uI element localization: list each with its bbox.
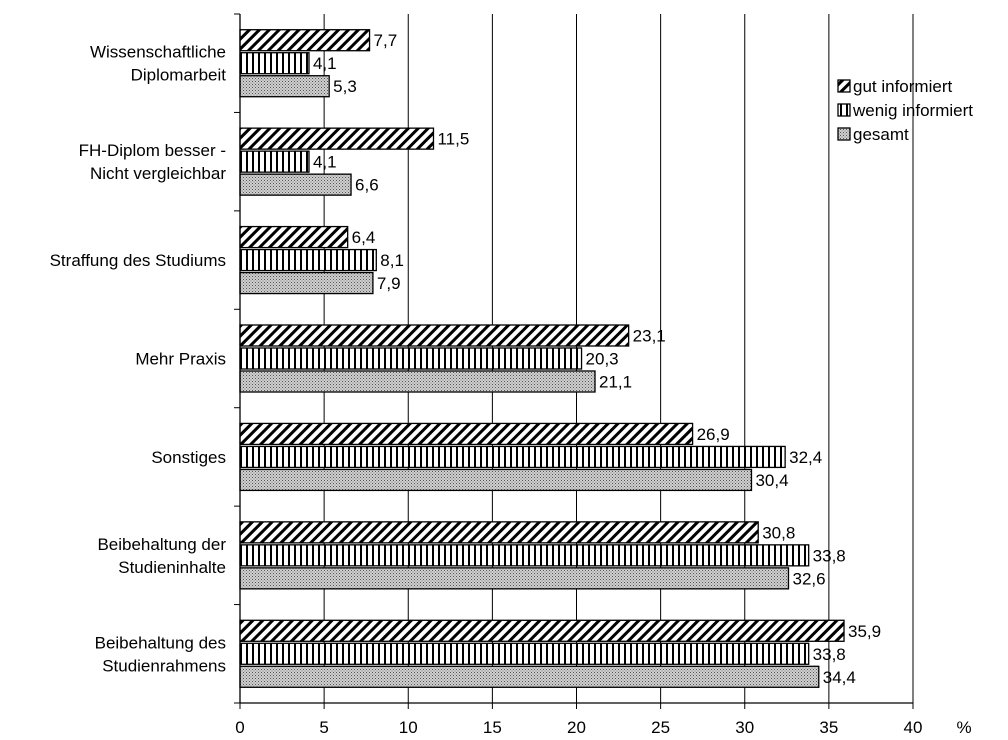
category-label: Nicht vergleichbar [90, 164, 226, 183]
bar [239, 29, 371, 52]
legend: gut informiert wenig informiert gesamt [837, 77, 973, 144]
bar [239, 544, 810, 567]
legend-swatch [837, 79, 851, 93]
bar [239, 642, 810, 665]
bar [239, 619, 845, 642]
category-label: Sonstiges [151, 448, 226, 467]
category-label: Wissenschaftliche [90, 43, 226, 62]
bar [239, 75, 330, 98]
legend-label: gut informiert [853, 77, 952, 96]
bar [239, 468, 753, 492]
labels: 7,7 4,1 5,3 Wissenschaftliche Diplomarbeit 11… [50, 31, 972, 737]
data-label: 35,9 [848, 622, 881, 641]
data-label: 26,9 [697, 425, 730, 444]
bar [239, 370, 596, 393]
x-tick-label: 20 [567, 718, 586, 737]
x-tick-label: 30 [735, 718, 754, 737]
data-label: 33,8 [813, 546, 846, 565]
x-tick-label: 40 [904, 718, 923, 737]
category-label: Beibehaltung der [97, 535, 226, 554]
data-label: 21,1 [599, 373, 632, 392]
data-label: 30,8 [762, 523, 795, 542]
bar [239, 324, 630, 347]
data-label: 33,8 [813, 645, 846, 664]
legend-label: wenig informiert [852, 101, 973, 120]
bar [239, 52, 310, 75]
data-label: 5,3 [333, 77, 357, 96]
data-label: 6,6 [355, 176, 379, 195]
x-axis-unit: % [956, 718, 971, 737]
data-label: 4,1 [313, 153, 337, 172]
data-label: 4,1 [313, 54, 337, 73]
data-label: 7,9 [377, 274, 401, 293]
category-label: Beibehaltung des [95, 633, 226, 652]
bar [239, 150, 310, 173]
bar [239, 225, 349, 249]
x-tick-label: 0 [235, 718, 244, 737]
bar [239, 127, 435, 150]
data-label: 20,3 [586, 350, 619, 369]
x-tick-label: 35 [819, 718, 838, 737]
x-tick-label: 5 [319, 718, 328, 737]
legend-label: gesamt [853, 125, 909, 144]
bar [239, 665, 820, 688]
data-label: 7,7 [374, 31, 398, 50]
legend-swatch [837, 127, 851, 141]
data-label: 32,4 [789, 448, 822, 467]
bar [239, 422, 694, 446]
bar [239, 248, 377, 272]
bar [239, 521, 759, 544]
bars [239, 29, 845, 688]
category-label: FH-Diplom besser - [79, 141, 226, 160]
x-tick-label: 15 [483, 718, 502, 737]
category-label: Mehr Praxis [135, 350, 226, 369]
data-label: 11,5 [437, 130, 469, 149]
category-label: Studienrahmens [102, 656, 226, 675]
bar [239, 173, 352, 196]
category-label: Studieninhalte [118, 558, 226, 577]
bar [239, 445, 786, 469]
x-tick-label: 10 [399, 718, 418, 737]
bar [239, 271, 374, 295]
data-label: 8,1 [380, 251, 404, 270]
category-label: Straffung des Studiums [50, 251, 226, 270]
data-label: 34,4 [823, 668, 856, 687]
data-label: 32,6 [792, 569, 825, 588]
category-label: Diplomarbeit [131, 66, 227, 85]
legend-swatch [837, 103, 851, 117]
data-label: 6,4 [352, 228, 376, 247]
data-label: 23,1 [633, 327, 666, 346]
data-label: 30,4 [755, 471, 788, 490]
x-tick-label: 25 [651, 718, 670, 737]
axes [234, 13, 914, 709]
bar [239, 567, 790, 590]
bar [239, 347, 583, 370]
